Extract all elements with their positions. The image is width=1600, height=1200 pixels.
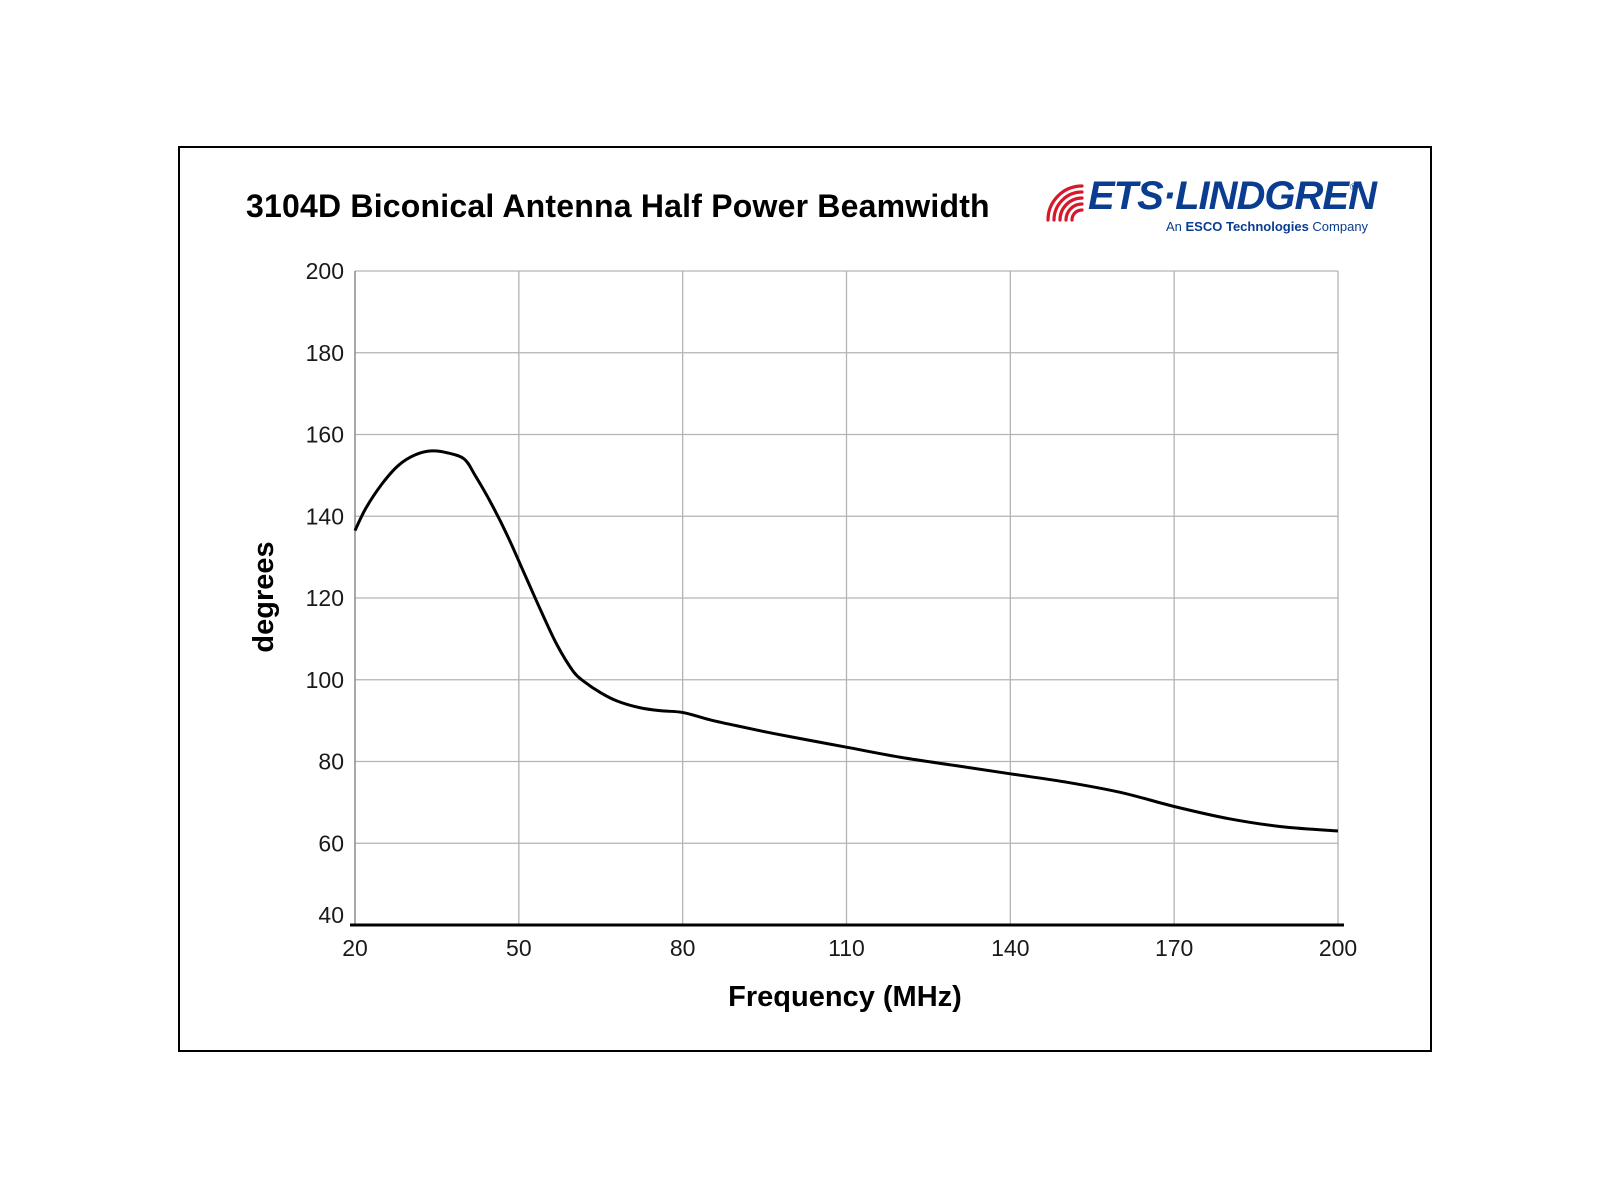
wave-emblem-icon [1046, 184, 1084, 222]
y-tick-label: 80 [318, 749, 344, 775]
chart-frame [178, 146, 1432, 1052]
y-tick-label: 180 [306, 340, 344, 366]
x-axis-label: Frequency (MHz) [728, 981, 962, 1013]
y-tick-label: 200 [306, 258, 344, 284]
series [353, 449, 1339, 833]
logo-wordmark: ETS·LINDGREN [1088, 174, 1377, 218]
axes [350, 271, 1344, 927]
grid [355, 270, 1339, 925]
logo-tagline: An ESCO Technologies Company [1166, 219, 1368, 234]
x-tick-label: 200 [1319, 935, 1357, 961]
y-tick-label: 160 [306, 422, 344, 448]
company-logo: ETS·LINDGREN ® An ESCO Technologies Comp… [1044, 174, 1377, 240]
x-tick-label: 170 [1155, 935, 1193, 961]
x-tick-label: 110 [828, 935, 865, 961]
tagline-bold: ESCO Technologies [1185, 219, 1309, 234]
y-axis-label: degrees [248, 541, 280, 652]
x-tick-label: 20 [342, 935, 368, 961]
y-tick-label: 100 [306, 667, 344, 693]
x-tick-label: 140 [991, 935, 1029, 961]
y-tick-label: 120 [306, 585, 344, 611]
tick-labels: 20 50 80 110 140 170 200 40 60 80 100 120 140 160 180 2… [306, 258, 1358, 961]
y-tick-label: 40 [318, 902, 344, 928]
x-tick-label: 50 [506, 935, 532, 961]
y-tick-label: 60 [318, 830, 344, 856]
tagline-suffix: Company [1308, 219, 1369, 234]
y-tick-label: 140 [306, 503, 344, 529]
x-tick-label: 80 [670, 935, 696, 961]
tagline-prefix: An [1166, 219, 1186, 234]
beamwidth-series-line [353, 449, 1339, 833]
chart-title: 3104D Biconical Antenna Half Power Beamw… [246, 188, 990, 224]
registered-mark: ® [1350, 182, 1357, 192]
